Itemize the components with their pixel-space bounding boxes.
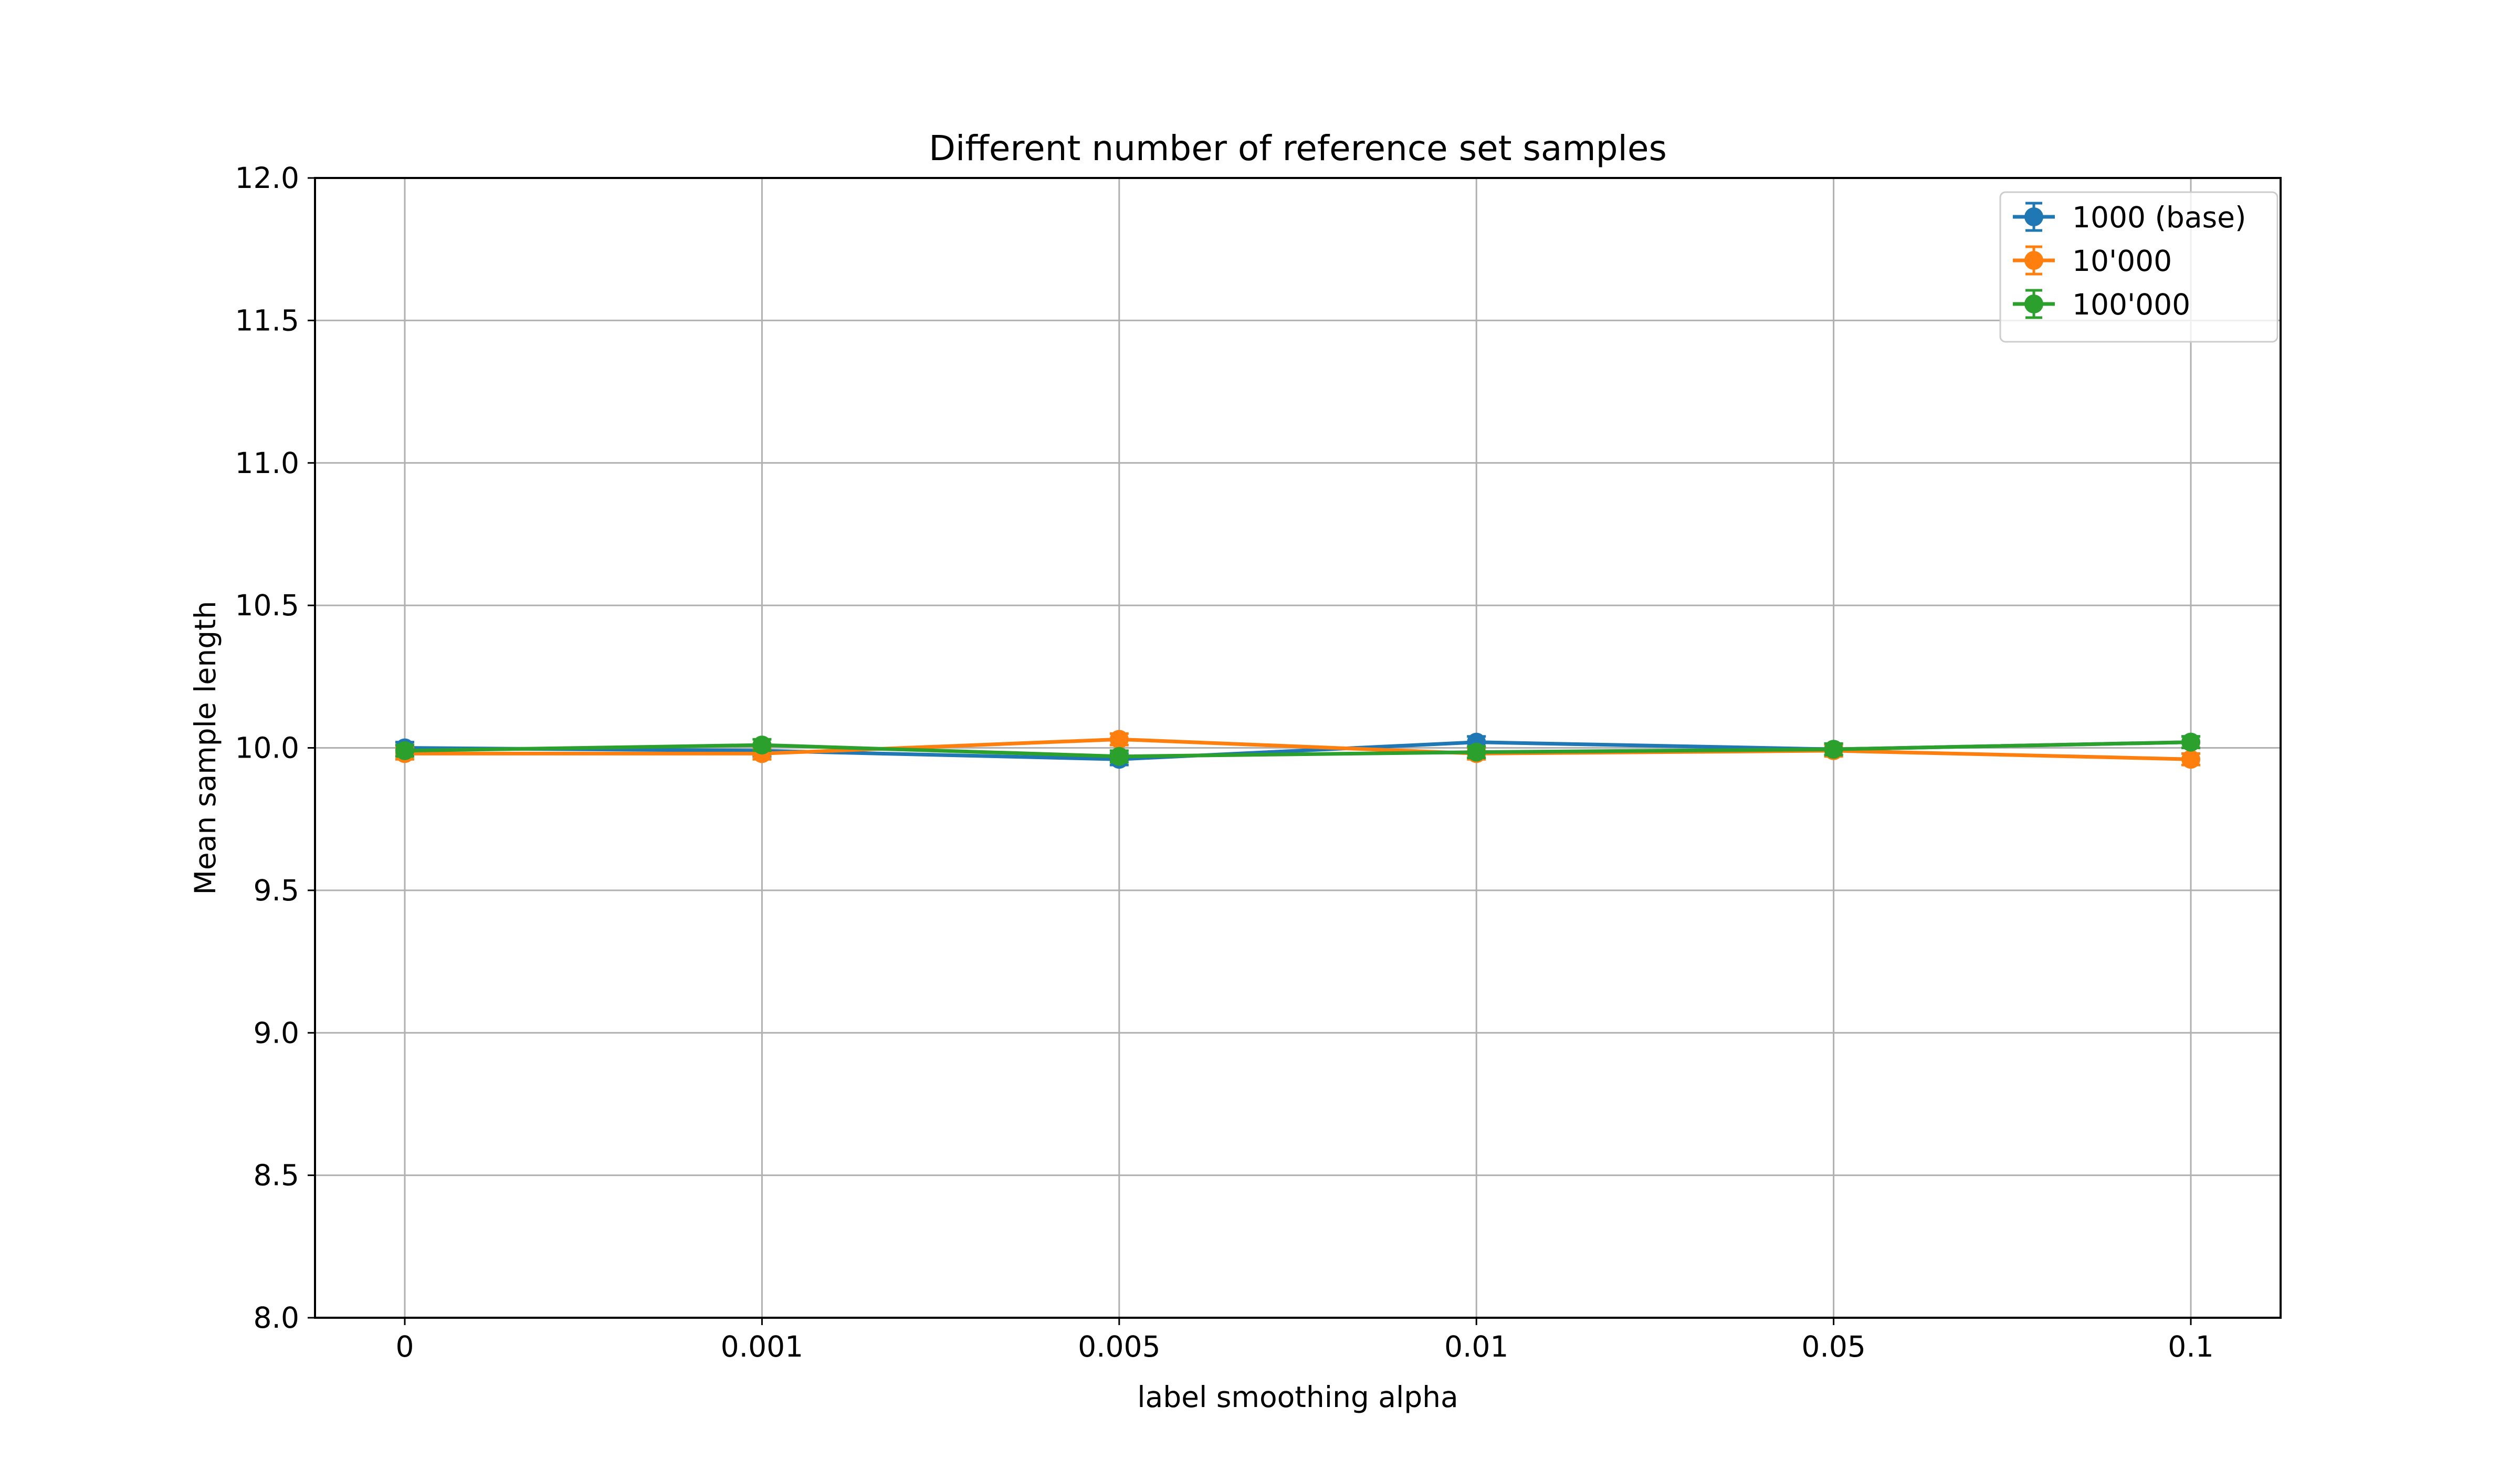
y-tick-label: 10.5 [235, 589, 299, 622]
series-line [405, 737, 2191, 761]
x-axis-label: label smoothing alpha [1137, 1380, 1458, 1414]
legend-marker [2024, 295, 2043, 313]
y-tick-label: 9.0 [254, 1016, 299, 1049]
data-point [1824, 740, 1843, 759]
x-tick-label: 0 [396, 1330, 414, 1363]
data-point [2181, 750, 2200, 769]
x-tick-label: 0.05 [1801, 1330, 1865, 1363]
legend-item: 10'000 [2013, 244, 2172, 278]
x-tick-label: 0.001 [721, 1330, 803, 1363]
legend-label: 1000 (base) [2072, 201, 2246, 234]
data-point [1109, 730, 1129, 749]
data-point [395, 741, 414, 760]
y-axis-label: Mean sample length [188, 601, 222, 895]
legend-item: 1000 (base) [2013, 201, 2246, 234]
y-axis-ticks: 8.0 8.5 9.0 9.5 10.0 10.5 11.0 11.5 12.0 [235, 161, 315, 1335]
x-tick-label: 0.005 [1078, 1330, 1160, 1363]
data-point [2181, 732, 2200, 752]
series-layer [395, 730, 2200, 769]
legend-marker [2024, 207, 2043, 226]
legend-label: 10'000 [2072, 244, 2172, 278]
legend-item: 100'000 [2013, 288, 2190, 321]
series [395, 732, 2200, 766]
data-point [1109, 747, 1129, 766]
legend-marker [2024, 251, 2043, 270]
y-tick-label: 12.0 [235, 161, 299, 195]
data-point [752, 736, 772, 755]
y-tick-label: 8.5 [254, 1159, 299, 1192]
y-tick-label: 10.0 [235, 731, 299, 765]
legend-label: 100'000 [2072, 288, 2190, 321]
y-tick-label: 11.0 [235, 446, 299, 480]
x-tick-label: 0.01 [1444, 1330, 1508, 1363]
y-tick-label: 8.0 [254, 1301, 299, 1335]
legend-box [1999, 191, 2278, 343]
chart-title: Different number of reference set sample… [929, 128, 1667, 169]
series-line [404, 740, 2191, 759]
x-axis-ticks: 0 0.001 0.005 0.01 0.05 0.1 [396, 1318, 2214, 1363]
legend: 1000 (base) 10'000 100'000 [1999, 191, 2278, 343]
y-tick-label: 9.5 [254, 874, 299, 907]
y-tick-label: 11.5 [235, 303, 299, 337]
x-tick-label: 0.1 [2168, 1330, 2213, 1363]
data-point [1467, 742, 1486, 762]
